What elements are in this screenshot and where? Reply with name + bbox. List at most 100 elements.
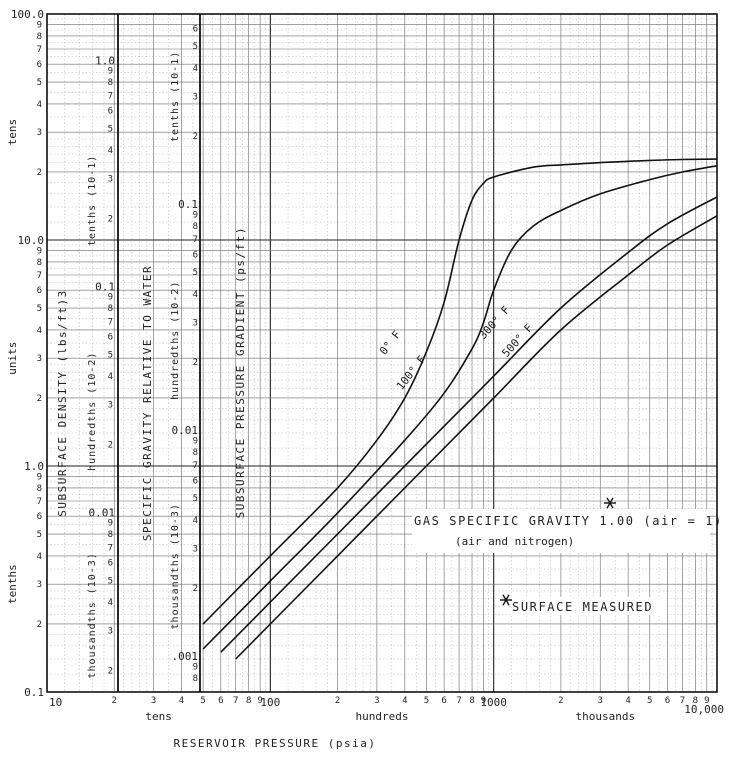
annotation-backdrop	[510, 597, 665, 615]
density-decade-label: tens	[6, 119, 19, 146]
x-axis-title: RESERVOIR PRESSURE (psia)	[173, 737, 376, 750]
gradient-minor-tick-label: 2	[193, 584, 198, 594]
sg-minor-tick-label: 2	[108, 214, 113, 224]
x-minor-tick-label: 2	[112, 696, 117, 706]
plot-frame	[46, 13, 718, 693]
sg-minor-tick-label: 6	[108, 332, 113, 342]
gradient-decade-label: thousandths (10-3)	[170, 503, 181, 629]
sg-decade-label: tenths (10-1)	[87, 155, 98, 246]
x-minor-tick-label: 7	[233, 696, 238, 706]
sg-decade-label: thousandths (10-3)	[87, 552, 98, 678]
density-minor-tick-label: 9	[37, 20, 42, 30]
density-minor-tick-label: 9	[37, 246, 42, 256]
sg-minor-tick-label: 5	[108, 350, 113, 360]
x-minor-tick-label: 9	[257, 696, 262, 706]
x-decade-label: hundreds	[356, 710, 409, 723]
gradient-minor-tick-label: 4	[193, 290, 198, 300]
x-minor-tick-label: 3	[598, 696, 603, 706]
density-minor-tick-label: 9	[37, 472, 42, 482]
x-minor-tick-label: 9	[704, 696, 709, 706]
sg-axis-title: SPECIFIC GRAVITY RELATIVE TO WATER	[141, 265, 154, 541]
density-minor-tick-label: 8	[37, 258, 42, 268]
grid	[46, 13, 718, 693]
x-tick-label: 100	[260, 696, 280, 709]
gradient-minor-tick-label: 8	[193, 674, 198, 684]
series-line	[202, 158, 718, 625]
x-minor-tick-label: 5	[424, 696, 429, 706]
sg-tick-label: 1.0	[95, 54, 115, 67]
gradient-tick-label: 0.01	[172, 424, 199, 437]
x-decade-label: thousands	[576, 710, 636, 723]
sg-minor-tick-label: 2	[108, 440, 113, 450]
x-minor-tick-label: 5	[647, 696, 652, 706]
x-tick-label: 1000	[480, 696, 507, 709]
gradient-minor-tick-label: 5	[193, 494, 198, 504]
gradient-minor-tick-label: 6	[193, 476, 198, 486]
gradient-minor-tick-label: 9	[193, 437, 198, 447]
gradient-minor-tick-label: 3	[193, 318, 198, 328]
density-minor-tick-label: 4	[37, 326, 42, 336]
density-minor-tick-label: 8	[37, 484, 42, 494]
density-minor-tick-label: 6	[37, 60, 42, 70]
sg-minor-tick-label: 4	[108, 372, 113, 382]
sg-minor-tick-label: 5	[108, 124, 113, 134]
sg-minor-tick-label: 9	[108, 519, 113, 529]
density-minor-tick-label: 6	[37, 286, 42, 296]
extra-axes	[117, 14, 201, 692]
gradient-minor-tick-label: 4	[193, 516, 198, 526]
gradient-minor-tick-label: 5	[193, 268, 198, 278]
gradient-minor-tick-label: 9	[193, 211, 198, 221]
x-minor-tick-label: 7	[456, 696, 461, 706]
x-tick-label: 10,000	[684, 703, 724, 716]
series-line	[220, 196, 718, 653]
density-tick-label: 0.1	[24, 686, 44, 699]
sg-minor-tick-label: 3	[108, 400, 113, 410]
annotation-air-nitrogen: (air and nitrogen)	[455, 535, 574, 548]
asterisk-marker	[604, 497, 616, 509]
x-minor-tick-label: 6	[441, 696, 446, 706]
x-minor-tick-label: 2	[558, 696, 563, 706]
gradient-minor-tick-label: 8	[193, 222, 198, 232]
x-minor-tick-label: 4	[179, 696, 184, 706]
gradient-minor-tick-label: 4	[193, 64, 198, 74]
sg-minor-tick-label: 8	[108, 78, 113, 88]
sg-tick-label: 0.01	[89, 506, 116, 519]
x-minor-tick-label: 5	[200, 696, 205, 706]
gradient-minor-tick-label: 2	[193, 132, 198, 142]
density-minor-tick-label: 2	[37, 168, 42, 178]
sg-minor-tick-label: 6	[108, 558, 113, 568]
gradient-decade-label: tenths (10-1)	[170, 51, 181, 142]
density-minor-tick-label: 7	[37, 45, 42, 55]
annotation-backdrop	[412, 509, 710, 553]
density-minor-tick-label: 5	[37, 304, 42, 314]
density-minor-tick-label: 2	[37, 620, 42, 630]
density-minor-tick-label: 5	[37, 530, 42, 540]
gradient-minor-tick-label: 7	[193, 461, 198, 471]
gradient-tick-label: .001	[172, 650, 199, 663]
x-minor-tick-label: 3	[374, 696, 379, 706]
x-minor-tick-label: 6	[218, 696, 223, 706]
sg-minor-tick-label: 7	[108, 91, 113, 101]
series-line	[202, 165, 718, 650]
sg-minor-tick-label: 9	[108, 293, 113, 303]
gradient-minor-tick-label: 7	[193, 235, 198, 245]
density-decade-label: units	[6, 342, 19, 375]
series-line	[235, 215, 718, 660]
asterisk-stroke	[606, 497, 614, 509]
sg-minor-tick-label: 3	[108, 174, 113, 184]
sg-minor-tick-label: 9	[108, 67, 113, 77]
x-minor-tick-label: 4	[402, 696, 407, 706]
x-tick-label: 10	[49, 696, 62, 709]
annotation-gas-gravity: GAS SPECIFIC GRAVITY 1.00 (air = 1)	[414, 514, 723, 528]
annotation-surface-measured: SURFACE MEASURED	[512, 600, 653, 614]
sg-decade-label: hundredths (10-2)	[87, 352, 98, 471]
density-minor-tick-label: 3	[37, 580, 42, 590]
x-minor-tick-label: 4	[625, 696, 630, 706]
density-minor-tick-label: 7	[37, 271, 42, 281]
density-minor-tick-label: 4	[37, 100, 42, 110]
x-minor-tick-label: 7	[680, 696, 685, 706]
sg-minor-tick-label: 2	[108, 666, 113, 676]
density-minor-tick-label: 8	[37, 32, 42, 42]
